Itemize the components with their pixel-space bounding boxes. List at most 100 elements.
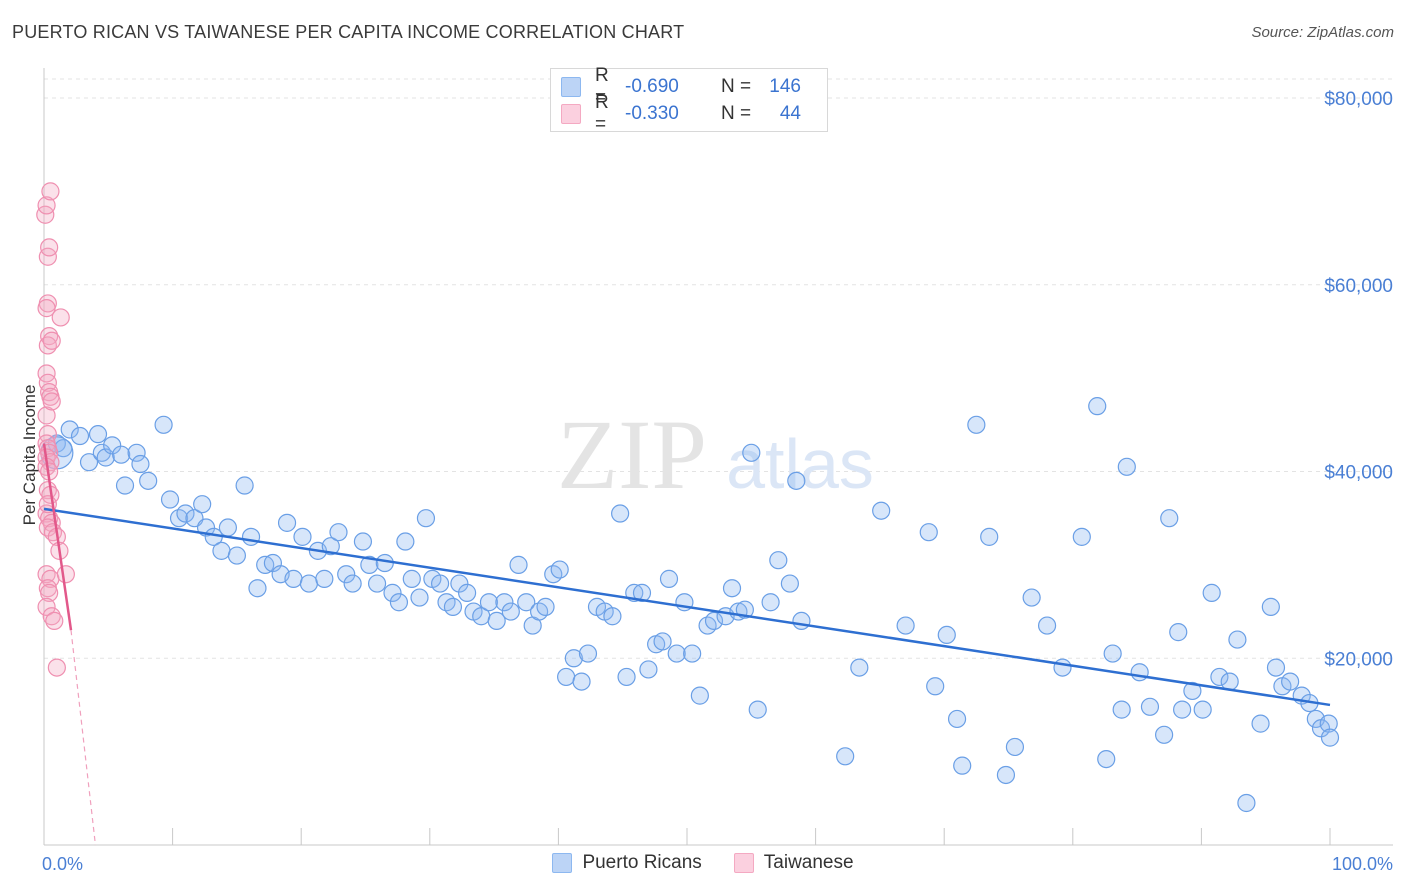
data-point-puerto-ricans: [1130, 663, 1149, 682]
data-point-puerto-ricans: [450, 574, 469, 593]
data-point-puerto-ricans: [792, 611, 811, 631]
data-point-puerto-ricans: [416, 509, 436, 528]
data-point-puerto-ricans: [557, 667, 576, 687]
trend-line-taiwanese: [42, 443, 73, 631]
data-point-puerto-ricans: [501, 602, 520, 621]
data-point-taiwanese: [37, 364, 56, 383]
data-point-puerto-ricans: [321, 537, 340, 556]
legend: R = -0.690 N = 146 R = -0.330 N = 44: [550, 65, 828, 135]
data-point-puerto-ricans: [926, 677, 945, 696]
data-point-puerto-ricans: [293, 527, 312, 546]
data-point-puerto-ricans: [996, 765, 1016, 785]
data-point-puerto-ricans: [60, 420, 79, 439]
data-point-puerto-ricans: [1053, 658, 1072, 677]
data-point-puerto-ricans: [212, 541, 231, 560]
data-point-puerto-ricans: [872, 501, 891, 520]
data-point-puerto-ricans: [315, 569, 334, 588]
data-point-puerto-ricans: [742, 443, 761, 462]
data-point-puerto-ricans: [617, 667, 636, 687]
data-point-puerto-ricans: [389, 593, 409, 612]
data-point-puerto-ricans: [241, 527, 261, 546]
data-point-taiwanese: [37, 299, 56, 318]
data-point-puerto-ricans: [1037, 616, 1057, 635]
data-point-puerto-ricans: [329, 523, 348, 542]
data-point-puerto-ricans: [1193, 700, 1212, 719]
data-point-puerto-ricans: [564, 649, 583, 668]
data-point-puerto-ricans: [704, 611, 724, 631]
data-point-puerto-ricans: [193, 495, 212, 514]
legend-r-value: -0.690: [625, 76, 679, 97]
bottom-legend-puerto-ricans[interactable]: Puerto Ricans: [552, 852, 702, 874]
data-point-puerto-ricans: [360, 555, 379, 574]
legend-row-puerto-ricans: R = -0.690 N = 146: [561, 65, 801, 108]
data-point-taiwanese: [42, 331, 61, 350]
data-point-puerto-ricans: [653, 632, 672, 651]
data-point-puerto-ricans: [1022, 588, 1041, 607]
data-point-puerto-ricans: [284, 569, 303, 588]
data-point-puerto-ricans: [980, 527, 999, 546]
chart-title: PUERTO RICAN VS TAIWANESE PER CAPITA INC…: [12, 22, 685, 42]
source-label: Source: ZipAtlas.com: [1251, 24, 1394, 41]
data-point-puerto-ricans: [1173, 700, 1192, 719]
data-point-puerto-ricans: [667, 644, 686, 663]
data-point-puerto-ricans: [1117, 457, 1136, 476]
puerto-ricans-points: [40, 397, 1340, 813]
data-point-puerto-ricans: [1088, 397, 1107, 416]
data-point-puerto-ricans: [632, 583, 652, 602]
legend-n-label: N =: [721, 103, 752, 124]
data-point-puerto-ricans: [937, 625, 956, 645]
data-point-puerto-ricans: [1103, 644, 1122, 663]
data-point-puerto-ricans: [1160, 509, 1179, 528]
bottom-legend-swatch-taiwanese: [733, 853, 754, 873]
watermark-atlas: atlas: [726, 425, 874, 503]
data-point-puerto-ricans: [947, 709, 967, 729]
data-point-taiwanese: [51, 308, 70, 327]
data-point-puerto-ricans: [1097, 749, 1116, 769]
data-point-puerto-ricans: [517, 593, 536, 612]
data-point-puerto-ricans: [1266, 658, 1286, 677]
data-point-puerto-ricans: [1210, 667, 1229, 687]
data-point-puerto-ricans: [457, 583, 477, 602]
data-point-puerto-ricans: [1072, 527, 1091, 546]
data-point-puerto-ricans: [70, 426, 90, 446]
data-point-puerto-ricans: [769, 551, 788, 570]
data-point-puerto-ricans: [690, 686, 709, 705]
data-point-puerto-ricans: [748, 700, 767, 719]
data-point-puerto-ricans: [235, 476, 254, 495]
bottom-legend-taiwanese[interactable]: Taiwanese: [733, 852, 854, 874]
legend-r-label: R =: [595, 92, 609, 135]
watermark: ZIP atlas: [557, 399, 874, 510]
data-point-puerto-ricans: [1005, 737, 1025, 757]
data-point-puerto-ricans: [578, 644, 598, 663]
legend-r-label: R =: [595, 65, 609, 108]
data-point-puerto-ricans: [430, 574, 450, 593]
data-point-puerto-ricans: [572, 672, 591, 691]
data-point-puerto-ricans: [1155, 725, 1174, 744]
data-point-puerto-ricans: [479, 593, 499, 612]
data-point-puerto-ricans: [1140, 697, 1160, 716]
trend-line-puerto-ricans: [43, 507, 1331, 707]
grid-lines: [44, 78, 1393, 659]
data-point-taiwanese: [38, 247, 57, 266]
data-point-puerto-ricans: [127, 443, 146, 462]
y-tick-label: $60,000: [1324, 276, 1393, 297]
data-point-puerto-ricans: [88, 425, 108, 444]
data-point-puerto-ricans: [337, 565, 356, 584]
data-point-puerto-ricans: [1183, 681, 1202, 701]
data-point-puerto-ricans: [443, 597, 463, 616]
data-point-puerto-ricans: [780, 574, 799, 593]
bottom-legend-label-puerto-ricans: Puerto Ricans: [582, 852, 702, 873]
data-point-puerto-ricans: [787, 471, 806, 490]
data-point-puerto-ricans: [154, 415, 173, 434]
data-point-puerto-ricans: [227, 546, 246, 565]
y-axis-label: Per Capita Income: [20, 385, 39, 526]
data-point-puerto-ricans: [896, 616, 915, 635]
data-point-puerto-ricans: [639, 660, 658, 679]
data-point-taiwanese: [37, 406, 56, 425]
data-point-puerto-ricans: [1319, 714, 1338, 733]
data-point-puerto-ricans: [1261, 597, 1280, 616]
y-tick-label: $80,000: [1324, 89, 1393, 110]
bottom-legend: Puerto Ricans Taiwanese: [0, 852, 1406, 874]
data-point-taiwanese: [40, 238, 59, 257]
data-point-puerto-ricans: [402, 569, 421, 588]
